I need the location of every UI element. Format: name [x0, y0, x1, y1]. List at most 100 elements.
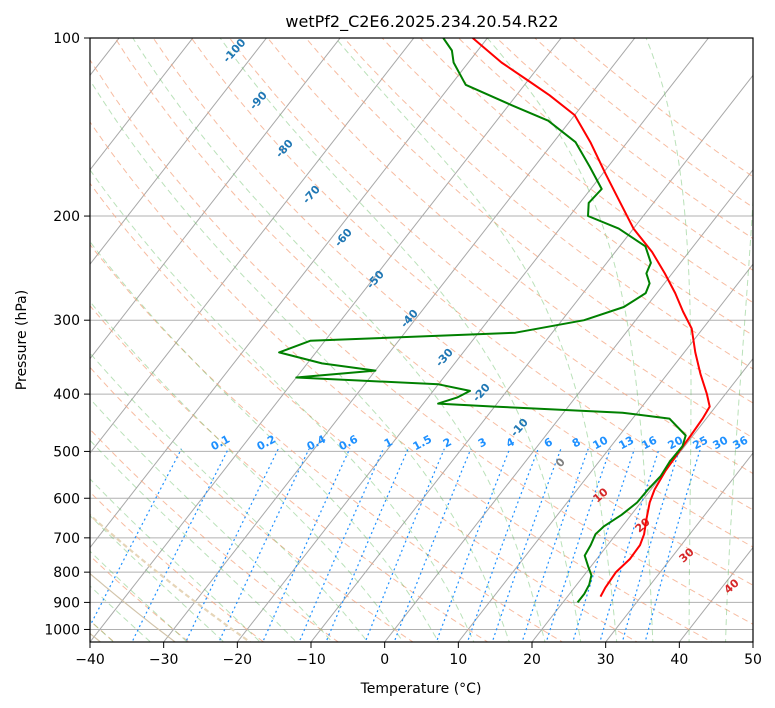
- x-tick-label: 10: [449, 652, 467, 668]
- moist-adiabat: [90, 79, 510, 642]
- y-tick-label: 1000: [44, 622, 80, 638]
- isotherm-30: [605, 452, 753, 642]
- mixing-ratio-label: 10: [591, 433, 611, 452]
- mixing-ratio-line: [325, 448, 409, 642]
- dry-adiabat: [90, 121, 713, 642]
- mixing-ratio-line: [521, 448, 589, 642]
- x-tick-label: 30: [597, 652, 615, 668]
- moist-adiabat: [90, 240, 440, 642]
- y-axis-title: Pressure (hPa): [14, 290, 30, 390]
- dry-adiabat: [90, 491, 265, 642]
- x-tick-label: 40: [670, 652, 688, 668]
- mixing-ratio-line: [572, 448, 636, 642]
- mixing-ratio-line: [218, 448, 310, 642]
- moist-adiabat: [90, 300, 404, 642]
- temperature-line: [472, 38, 711, 598]
- mixing-ratio-label: 13: [617, 434, 637, 453]
- x-tick-label: 20: [523, 652, 541, 668]
- isotherm-20: [531, 357, 753, 642]
- mixing-ratio-line: [393, 448, 472, 642]
- reference-lines: [90, 38, 753, 642]
- isotherm--10: [310, 74, 753, 642]
- y-tick-label: 200: [53, 209, 80, 225]
- mixing-ratio-line: [599, 448, 660, 642]
- y-tick-label: 100: [53, 31, 80, 47]
- dry-adiabat: [90, 58, 753, 625]
- isotherm--50: [90, 38, 489, 549]
- x-tick-label: −20: [223, 652, 253, 668]
- isotherm-0: [384, 168, 753, 642]
- moist-adiabat: [132, 38, 546, 642]
- moist-adiabat: [219, 38, 582, 642]
- dry-adiabat: [114, 38, 753, 586]
- y-tick-label: 500: [53, 444, 80, 460]
- dry-adiabat: [90, 366, 414, 642]
- mixing-ratio-label: 16: [640, 433, 660, 452]
- dry-adiabat: [90, 304, 489, 642]
- isotherm-40: [678, 546, 753, 642]
- mixing-ratio-line: [185, 448, 279, 642]
- mixing-ratio-label: 30: [711, 433, 731, 452]
- chart-title: wetPf2_C2E6.2025.234.20.54.R22: [285, 12, 558, 32]
- moist-adiabat: [90, 514, 225, 642]
- dry-adiabat: [90, 182, 639, 642]
- mixing-ratio-line: [262, 448, 351, 642]
- isotherm--60: [90, 38, 415, 454]
- moist-adiabat: [90, 550, 188, 642]
- x-tick-label: −10: [296, 652, 326, 668]
- x-tick-label: −30: [149, 652, 179, 668]
- x-tick-label: 0: [380, 652, 389, 668]
- y-tick-label: 400: [53, 387, 80, 403]
- moist-adiabat: [334, 38, 618, 642]
- mixing-ratio-line: [131, 448, 229, 642]
- background-curve: [90, 513, 252, 642]
- moist-adiabat: [486, 38, 654, 642]
- moist-adiabat: [645, 38, 692, 642]
- isotherm--30: [163, 38, 636, 642]
- isotherm--90: [90, 38, 194, 171]
- mixing-ratio-line: [621, 448, 681, 642]
- dry-adiabat: [343, 38, 753, 370]
- y-tick-label: 700: [53, 531, 80, 547]
- mixing-ratio-line: [364, 448, 445, 642]
- dry-adiabat: [190, 38, 753, 511]
- x-tick-label: −40: [75, 652, 105, 668]
- dry-adiabat: [90, 243, 564, 642]
- mixing-ratio-label: 36: [731, 433, 751, 452]
- y-tick-label: 300: [53, 313, 80, 329]
- mixing-ratio-line: [545, 448, 611, 642]
- moist-adiabat: [90, 352, 369, 642]
- x-axis-title: Temperature (°C): [360, 681, 482, 697]
- y-tick-label: 800: [53, 565, 80, 581]
- isotherm--20: [236, 38, 710, 642]
- mixing-ratio-line: [90, 448, 183, 628]
- moist-adiabat: [725, 192, 753, 642]
- mixing-ratio-label: 25: [691, 434, 711, 453]
- dry-adiabat: [90, 428, 340, 642]
- moist-adiabat: [90, 169, 475, 642]
- mixing-ratio-line: [466, 448, 539, 642]
- mixing-ratio-line: [644, 448, 701, 642]
- moist-adiabat: [90, 439, 297, 642]
- background-curve: [90, 572, 177, 642]
- y-tick-label: 900: [53, 595, 80, 611]
- isotherm-10: [457, 263, 753, 642]
- isotherm--80: [90, 38, 268, 266]
- mixing-ratio-line: [491, 448, 562, 642]
- mixing-ratio-line: [435, 448, 511, 642]
- mixing-ratio-line: [298, 448, 384, 642]
- plot-frame: [89, 37, 754, 643]
- dewpoint-line: [278, 38, 687, 604]
- x-tick-label: 50: [744, 652, 762, 668]
- axes: −40 −30 −20 −10 0 10 20 30 40 50 100 200 300 400 500 60…: [44, 31, 762, 668]
- moist-adiabat: [90, 585, 152, 642]
- sounding-profiles: [278, 38, 711, 604]
- dry-adiabat: [152, 38, 753, 548]
- moist-adiabat: [90, 398, 333, 642]
- dry-adiabat: [305, 38, 753, 404]
- moist-adiabat: [90, 478, 261, 642]
- y-tick-label: 600: [53, 491, 80, 507]
- isotherm--70: [90, 38, 341, 360]
